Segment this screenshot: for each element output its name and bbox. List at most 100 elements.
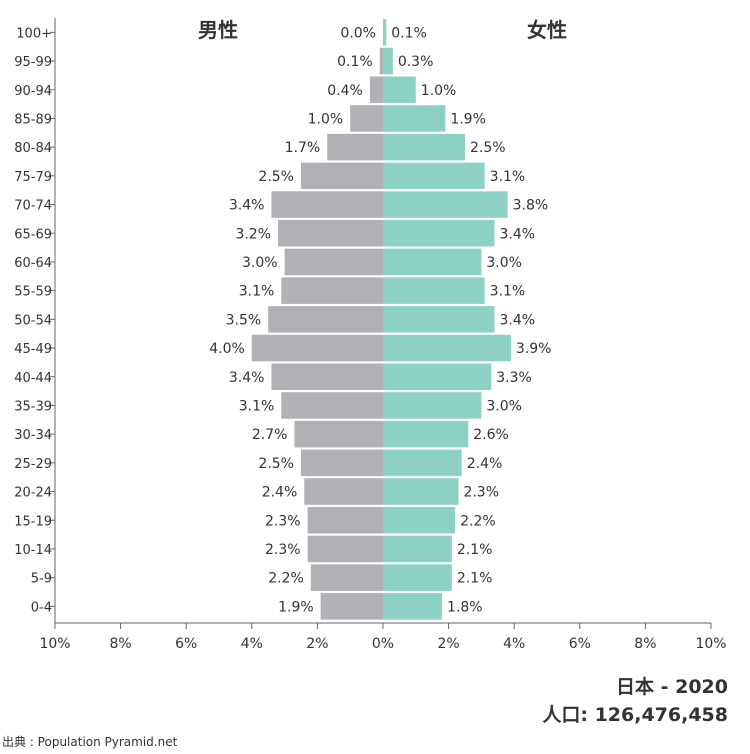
female-bar — [383, 306, 495, 333]
female-bar — [383, 277, 485, 304]
male-bar — [304, 478, 383, 505]
female-bar — [383, 478, 459, 505]
female-bar — [383, 191, 508, 218]
female-value-label: 3.1% — [490, 284, 526, 300]
y-tick-label: 25-29 — [14, 457, 52, 472]
male-value-label: 2.5% — [258, 456, 294, 472]
male-value-label: 1.9% — [278, 599, 314, 615]
y-tick-label: 75-79 — [14, 170, 52, 185]
y-tick-label: 80-84 — [14, 141, 52, 156]
male-value-label: 3.4% — [229, 370, 265, 386]
female-value-label: 1.8% — [447, 599, 483, 615]
male-bar — [320, 593, 383, 620]
female-value-label: 3.4% — [500, 312, 536, 328]
female-bar — [383, 363, 492, 390]
male-value-label: 0.1% — [337, 54, 373, 70]
female-value-label: 3.3% — [496, 370, 532, 386]
population-label: 人口: 126,476,458 — [542, 704, 728, 726]
male-value-label: 2.3% — [265, 542, 301, 558]
country-year-label: 日本 - 2020 — [616, 676, 728, 698]
female-bar — [383, 593, 443, 620]
y-tick-label: 35-39 — [14, 399, 52, 414]
x-tick-label: 6% — [569, 636, 591, 652]
male-bar — [281, 392, 383, 419]
female-bar — [383, 162, 485, 190]
male-value-label: 3.0% — [242, 255, 278, 271]
male-value-label: 0.0% — [340, 25, 376, 41]
female-bar — [383, 248, 482, 276]
female-bar — [383, 420, 469, 448]
male-bar — [379, 47, 383, 75]
male-bar — [301, 162, 383, 190]
male-value-label: 3.1% — [239, 284, 275, 300]
male-value-label: 3.1% — [239, 398, 275, 414]
male-bar — [327, 133, 383, 161]
male-bar — [251, 334, 383, 362]
female-value-label: 2.1% — [457, 571, 493, 587]
female-bar — [383, 449, 462, 477]
male-value-label: 0.4% — [327, 83, 363, 99]
female-bar — [383, 105, 446, 132]
female-value-label: 2.4% — [467, 456, 503, 472]
male-bar — [369, 76, 383, 103]
y-tick-label: 15-19 — [14, 514, 52, 529]
y-tick-label: 90-94 — [14, 84, 52, 99]
male-value-label: 2.7% — [252, 427, 288, 443]
female-value-label: 2.6% — [473, 427, 509, 443]
x-tick-label: 2% — [437, 636, 459, 652]
male-value-label: 4.0% — [209, 341, 245, 357]
x-tick-label: 6% — [175, 636, 197, 652]
male-value-label: 3.4% — [229, 198, 265, 214]
y-tick-label: 0-4 — [31, 600, 52, 615]
male-value-label: 1.7% — [285, 140, 321, 156]
male-bar — [350, 105, 383, 132]
male-bar — [301, 449, 383, 477]
female-value-label: 3.4% — [500, 226, 536, 242]
female-bar — [383, 507, 456, 534]
female-value-label: 1.0% — [421, 83, 457, 99]
female-bar — [383, 47, 393, 75]
male-bar — [271, 191, 383, 218]
x-tick-label: 4% — [241, 636, 263, 652]
y-tick-label: 45-49 — [14, 342, 52, 357]
male-value-label: 3.5% — [226, 312, 262, 328]
y-tick-label: 30-34 — [14, 428, 52, 443]
female-value-label: 3.1% — [490, 169, 526, 185]
male-value-label: 2.4% — [262, 485, 298, 501]
y-tick-label: 20-24 — [14, 486, 52, 501]
x-tick-label: 0% — [372, 636, 394, 652]
female-value-label: 3.0% — [486, 255, 522, 271]
x-tick-label: 2% — [306, 636, 328, 652]
female-value-label: 0.1% — [391, 25, 427, 41]
female-bar — [383, 220, 495, 247]
female-value-label: 3.8% — [513, 198, 549, 214]
female-value-label: 2.5% — [470, 140, 506, 156]
male-value-label: 2.5% — [258, 169, 294, 185]
female-value-label: 2.1% — [457, 542, 493, 558]
y-tick-label: 5-9 — [31, 572, 52, 587]
female-bar — [383, 133, 465, 161]
male-bar — [307, 535, 383, 563]
y-tick-label: 70-74 — [14, 199, 52, 214]
female-value-label: 0.3% — [398, 54, 434, 70]
female-title: 女性 — [527, 18, 567, 42]
male-bar — [307, 507, 383, 534]
male-title: 男性 — [198, 18, 238, 42]
male-bar — [284, 248, 383, 276]
y-tick-label: 95-99 — [14, 55, 52, 70]
female-bar — [383, 535, 452, 563]
female-bar — [383, 564, 452, 591]
female-bar — [383, 19, 387, 46]
y-tick-label: 65-69 — [14, 227, 52, 242]
female-value-label: 2.3% — [463, 485, 499, 501]
x-tick-label: 4% — [503, 636, 525, 652]
male-bar — [271, 363, 383, 390]
male-bar — [281, 277, 383, 304]
y-tick-label: 40-44 — [14, 371, 52, 386]
female-bar — [383, 334, 511, 362]
y-tick-label: 60-64 — [14, 256, 52, 271]
female-value-label: 3.9% — [516, 341, 552, 357]
y-tick-label: 50-54 — [14, 313, 52, 328]
female-bar — [383, 76, 416, 103]
male-value-label: 2.2% — [268, 571, 304, 587]
